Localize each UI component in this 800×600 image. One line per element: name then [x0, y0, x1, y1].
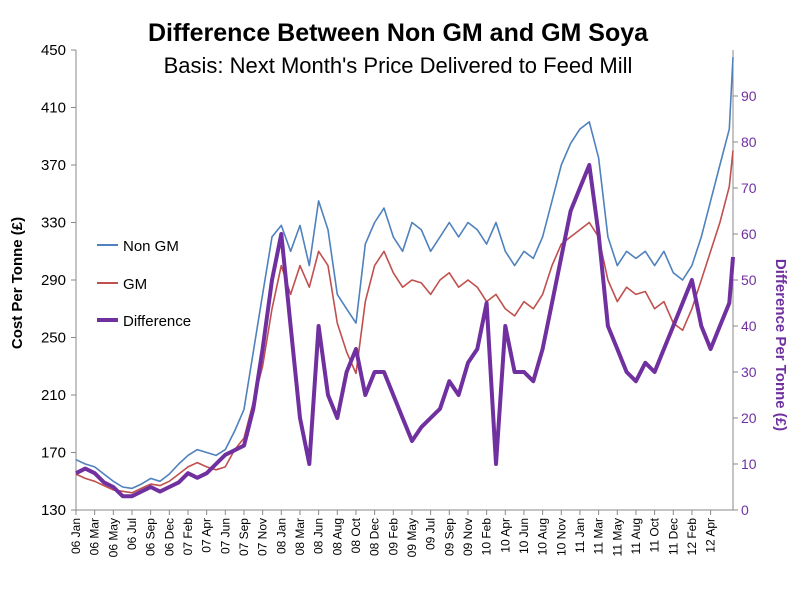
right-tick-label: 90 — [741, 88, 757, 104]
x-tick-label: 08 Jun — [312, 518, 326, 554]
legend: Non GM GM Difference — [97, 238, 191, 330]
x-tick-label: 09 Sep — [442, 518, 456, 556]
y2-axis-label: Difference Per Tonne (£) — [772, 259, 789, 431]
x-tick-label: 10 Apr — [498, 518, 512, 553]
left-tick-label: 330 — [41, 215, 66, 232]
x-tick-label: 10 Feb — [480, 518, 494, 556]
right-tick-label: 10 — [741, 456, 757, 472]
legend-label-difference: Difference — [123, 313, 191, 330]
x-tick-label: 11 May — [610, 518, 624, 556]
series-line-difference — [75, 163, 735, 499]
x-tick-label: 06 Jan — [69, 518, 83, 554]
left-tick-label: 130 — [41, 502, 66, 519]
x-tick-label: 10 Aug — [536, 518, 550, 555]
series-line-gm — [75, 150, 734, 494]
x-tick-label: 09 Feb — [386, 518, 400, 556]
right-tick-label: 80 — [741, 134, 757, 150]
x-tick-label: 07 Feb — [181, 518, 195, 556]
series-layer — [75, 57, 735, 499]
x-tick-label: 07 Apr — [200, 518, 214, 553]
x-tick-label: 07 Sep — [237, 518, 251, 556]
x-tick-label: 06 Jul — [125, 518, 139, 550]
x-tick-label: 09 Jul — [424, 518, 438, 550]
right-tick-label: 60 — [741, 226, 757, 242]
x-tick-label: 08 Mar — [293, 518, 307, 555]
x-tick-label: 10 Jun — [517, 518, 531, 554]
x-tick-label: 10 Nov — [554, 518, 568, 556]
x-axis-ticks: 06 Jan 06 Mar 06 May 06 Jul 06 Sep 06 Dec 07 F… — [69, 510, 718, 557]
x-tick-label: 08 Jan — [274, 518, 288, 554]
x-tick-label: 06 May — [106, 518, 120, 557]
left-tick-label: 450 — [41, 42, 66, 59]
legend-label-gm: GM — [123, 276, 147, 293]
x-tick-label: 06 Mar — [88, 518, 102, 555]
right-tick-label: 0 — [741, 502, 749, 518]
x-tick-label: 07 Jun — [218, 518, 232, 554]
x-tick-label: 11 Jan — [573, 518, 587, 553]
x-tick-label: 08 Dec — [368, 518, 382, 556]
right-tick-label: 20 — [741, 410, 757, 426]
x-tick-label: 11 Aug — [629, 518, 643, 554]
chart-title: Difference Between Non GM and GM Soya — [148, 19, 649, 47]
right-tick-label: 50 — [741, 272, 757, 288]
left-tick-label: 210 — [41, 387, 66, 404]
x-tick-label: 11 Oct — [648, 517, 662, 552]
right-tick-label: 40 — [741, 318, 757, 334]
x-tick-label: 09 May — [405, 518, 419, 557]
legend-label-non-gm: Non GM — [123, 238, 179, 255]
left-tick-label: 250 — [41, 330, 66, 347]
x-tick-label: 12 Apr — [704, 518, 718, 553]
x-tick-label: 12 Feb — [685, 518, 699, 556]
x-tick-label: 07 Nov — [256, 518, 270, 556]
x-tick-label: 11 Mar — [592, 518, 606, 554]
left-tick-label: 410 — [41, 100, 66, 117]
right-tick-label: 30 — [741, 364, 757, 380]
left-tick-label: 290 — [41, 272, 66, 289]
x-tick-label: 08 Oct — [349, 517, 363, 553]
x-tick-label: 06 Dec — [162, 518, 176, 556]
series-line-non-gm — [75, 57, 734, 490]
x-tick-label: 09 Nov — [461, 518, 475, 556]
x-tick-label: 06 Sep — [144, 518, 158, 556]
left-tick-label: 370 — [41, 157, 66, 174]
x-tick-label: 11 Dec — [666, 518, 680, 555]
right-tick-label: 70 — [741, 180, 757, 196]
x-tick-label: 08 Aug — [330, 518, 344, 555]
left-axis-ticks: 130 170 210 250 290 330 370 410 450 — [41, 42, 76, 519]
y-axis-label: Cost Per Tonne (£) — [9, 217, 26, 349]
right-axis-ticks: 0 10 20 30 40 50 60 70 80 90 — [733, 88, 757, 518]
chart-subtitle: Basis: Next Month's Price Delivered to F… — [164, 53, 633, 78]
left-tick-label: 170 — [41, 445, 66, 462]
